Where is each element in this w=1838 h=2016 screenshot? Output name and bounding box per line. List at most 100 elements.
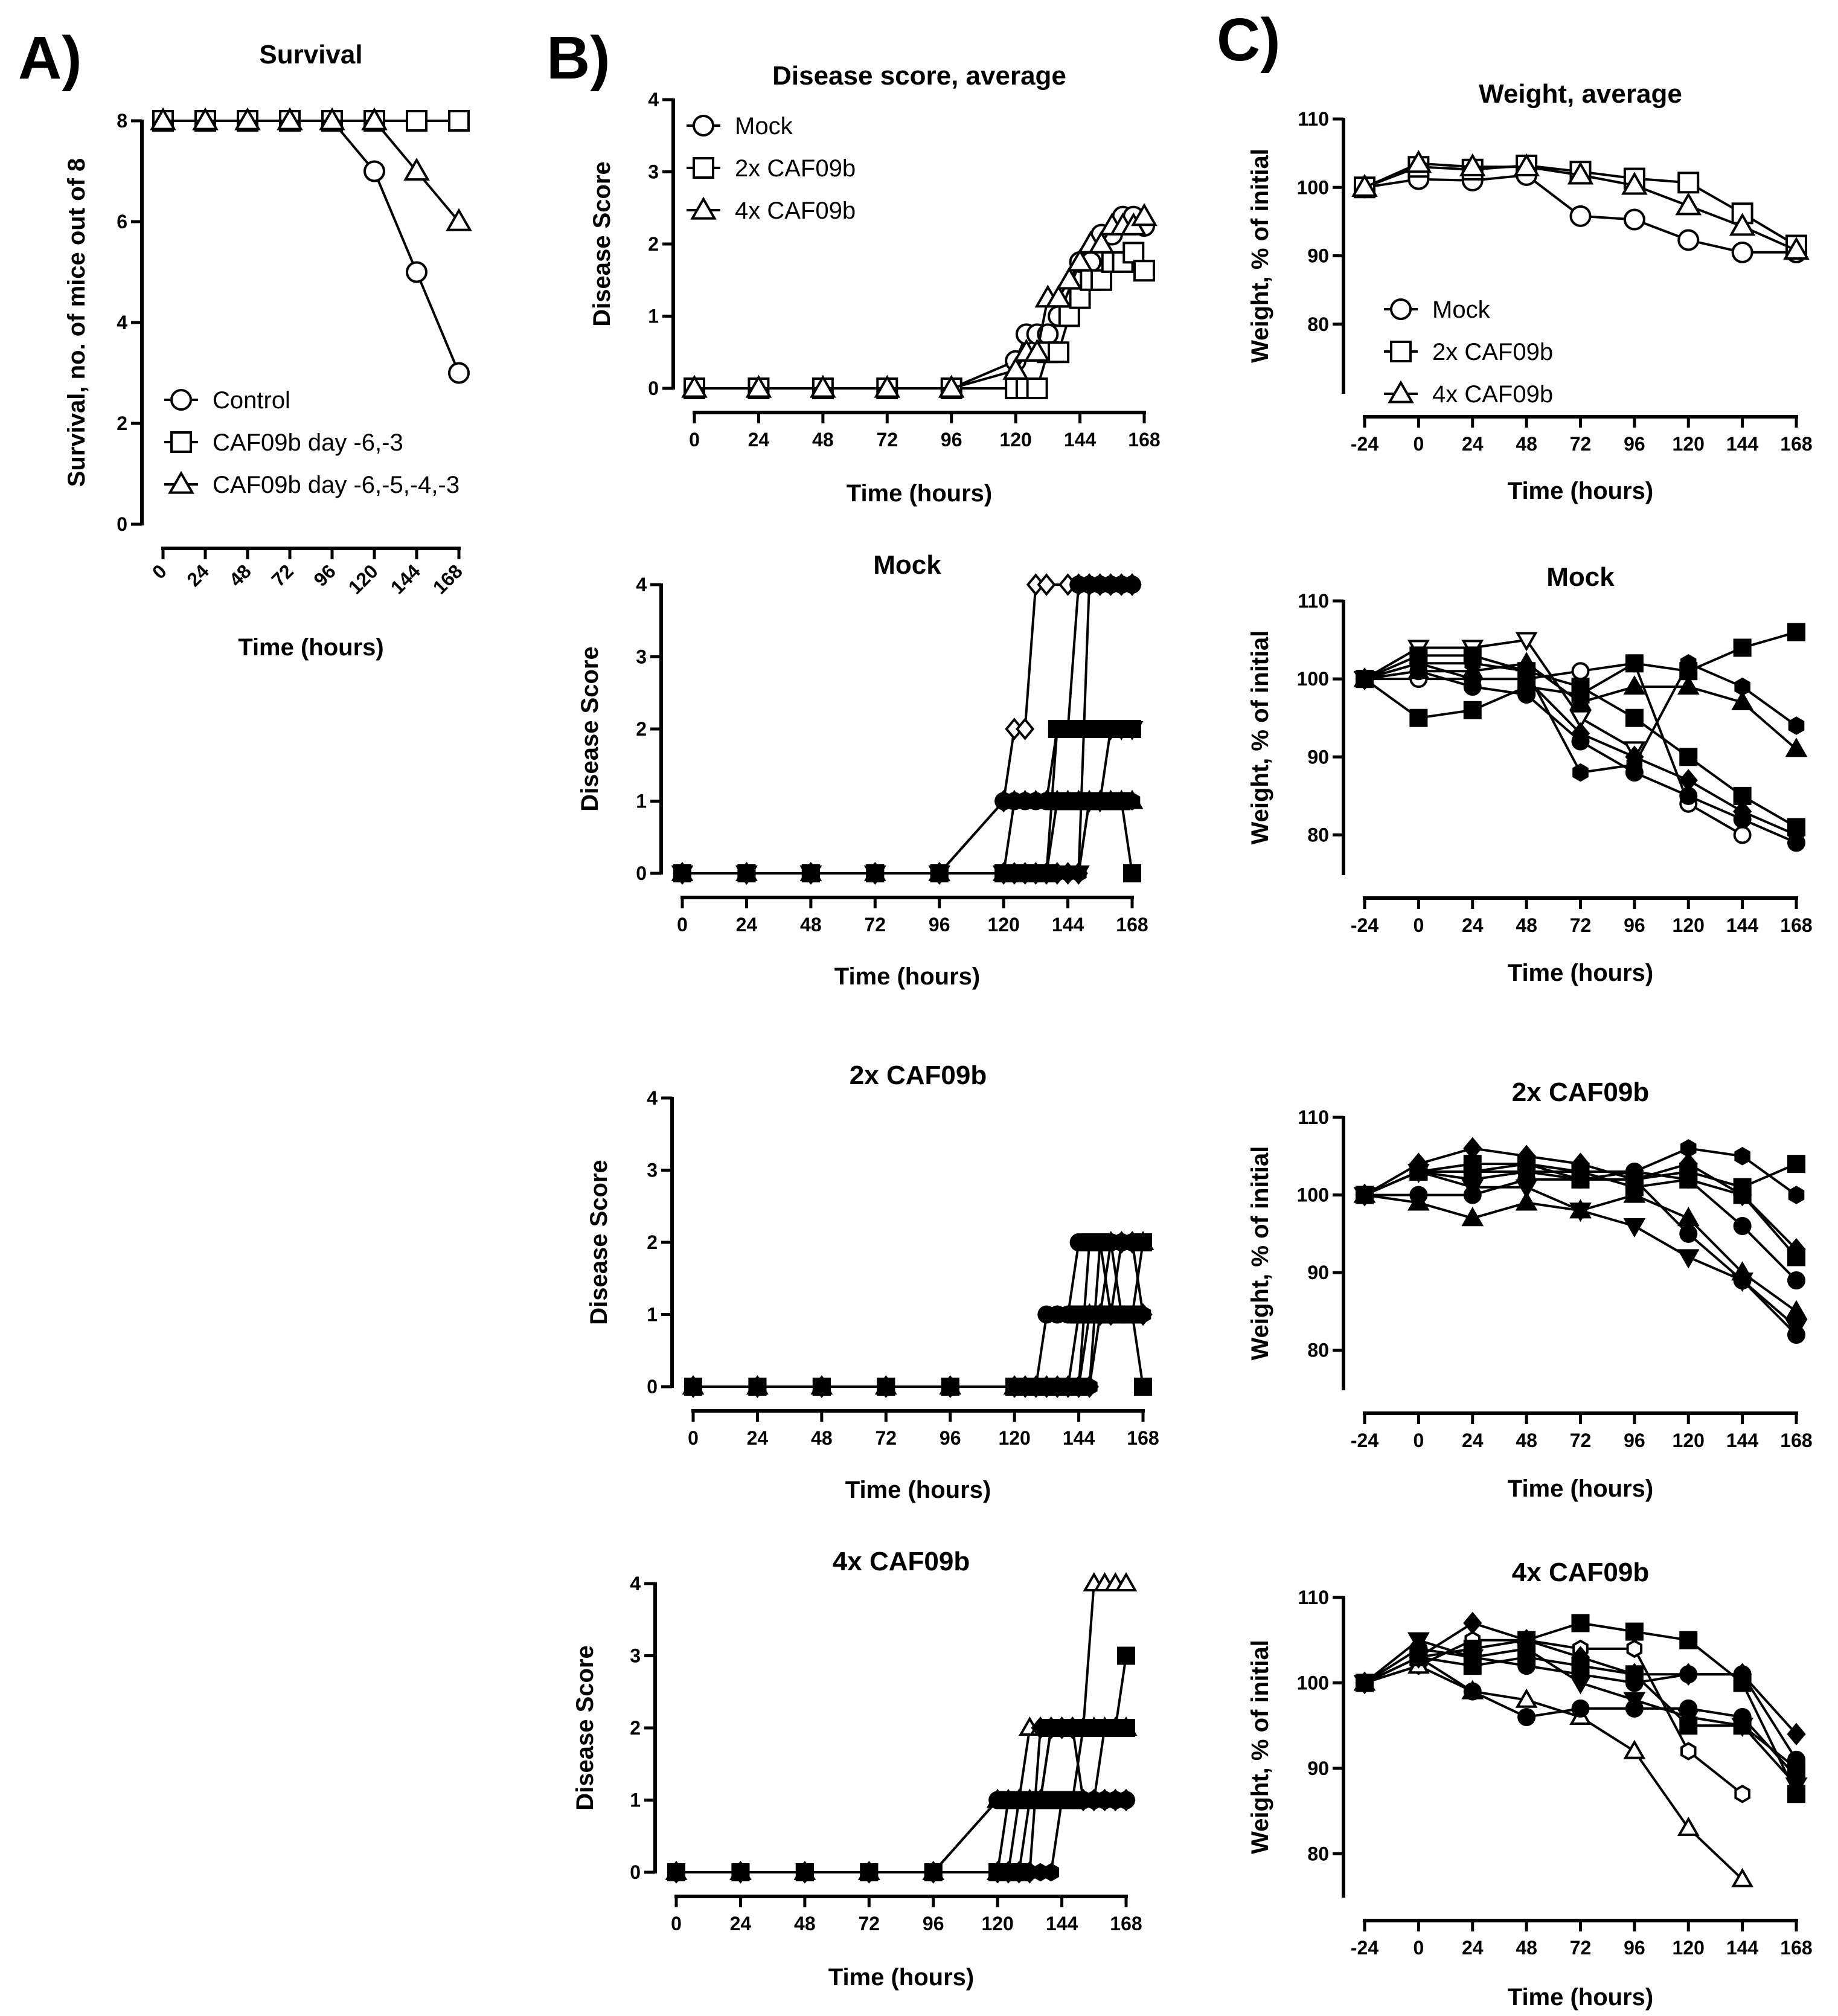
y-tick-label: 2 (647, 1231, 658, 1253)
data-point (1513, 153, 1540, 176)
y-tick-label: 4 (647, 1087, 658, 1109)
data-point (1625, 708, 1644, 727)
data-point (1569, 710, 1592, 730)
y-tick-label: 3 (630, 1645, 641, 1667)
series-3 (150, 107, 472, 231)
series-3 (667, 1646, 1135, 1881)
data-point (1787, 1722, 1806, 1746)
legend-marker (1390, 341, 1412, 362)
data-point (1733, 1186, 1752, 1204)
data-point (1787, 1326, 1805, 1344)
y-tick-label: 110 (1298, 108, 1329, 130)
series-line (682, 800, 1132, 875)
x-tick-label: 144 (1063, 1427, 1095, 1449)
data-point (1623, 208, 1645, 231)
series-line (682, 800, 1133, 875)
data-point (1788, 716, 1805, 735)
data-point (234, 107, 261, 130)
y-tick-label: 2 (630, 1717, 641, 1739)
data-point (1026, 377, 1048, 399)
y-axis-label: Disease Score (586, 1160, 612, 1325)
data-point (1048, 341, 1070, 364)
y-tick-label: 110 (1298, 1106, 1329, 1128)
data-point (1677, 229, 1700, 251)
data-point (1134, 1378, 1152, 1396)
chart-c2: Mock 80 90 100 110 -24 0 24 48 72 96 120 144 168 Time … (1247, 562, 1813, 986)
data-point (1785, 1300, 1808, 1320)
x-tick-label: 0 (1413, 1430, 1424, 1451)
data-point (861, 1863, 877, 1882)
x-axis-label: Time (hours) (1508, 1984, 1654, 2011)
data-point (1734, 1784, 1750, 1803)
data-point (1081, 1377, 1098, 1396)
data-point (813, 1377, 830, 1396)
data-point (150, 107, 176, 130)
data-point (867, 864, 883, 883)
data-point (1116, 1788, 1136, 1812)
x-tick-label: 0 (1413, 914, 1424, 936)
y-axis-label: Disease Score (589, 161, 615, 327)
x-tick-label: 144 (1726, 433, 1759, 455)
data-point (446, 208, 472, 231)
legend-marker (1390, 298, 1412, 320)
x-tick-label: 168 (1116, 914, 1148, 936)
y-tick-label: 6 (117, 211, 127, 233)
data-point (1517, 667, 1536, 690)
y-tick-label: 1 (647, 1304, 658, 1326)
data-point (1625, 1622, 1644, 1641)
data-point (1463, 1170, 1482, 1189)
data-point (1023, 338, 1051, 362)
x-tick-label: 120 (1673, 1937, 1705, 1959)
data-point (1623, 1218, 1646, 1238)
x-tick-label: 48 (1516, 1430, 1537, 1451)
x-axis-label: Time (hours) (828, 1964, 975, 1991)
data-point (796, 1863, 813, 1882)
data-point (1407, 1191, 1430, 1211)
x-tick-label: 0 (677, 914, 688, 936)
data-point (1679, 1224, 1698, 1243)
data-point (448, 110, 470, 132)
data-point (1679, 1631, 1698, 1649)
y-tick-label: 2 (117, 413, 127, 434)
chart-title: Weight, average (1479, 79, 1682, 109)
series-6 (685, 1233, 1151, 1396)
y-tick-label: 100 (1297, 1184, 1329, 1206)
data-point (1135, 1305, 1151, 1324)
series-line (1364, 1664, 1743, 1881)
data-point (1675, 192, 1702, 216)
data-point (406, 110, 427, 132)
legend-label: 2x CAF09b (735, 155, 856, 182)
data-point (674, 864, 691, 883)
legend-label: CAF09b day -6,-5,-4,-3 (213, 472, 460, 498)
data-point (1407, 1632, 1430, 1652)
chart-title: Mock (873, 550, 941, 580)
data-point (1567, 161, 1594, 185)
series-line (682, 800, 1132, 875)
data-point (1463, 701, 1482, 719)
x-axis-label: Time (hours) (1508, 1475, 1654, 1502)
data-point (1733, 638, 1752, 657)
data-point (1626, 1639, 1643, 1658)
legend-label: Mock (1432, 297, 1491, 323)
data-point (1569, 1675, 1592, 1695)
data-point (942, 1377, 958, 1396)
data-point (1734, 1146, 1750, 1166)
x-tick-label: 24 (1462, 1937, 1484, 1959)
series-7 (668, 1718, 1135, 1882)
x-tick-label: 120 (1673, 1430, 1705, 1451)
chart-title: 2x CAF09b (850, 1061, 987, 1090)
x-tick-label: 120 (1673, 433, 1705, 455)
chart-b1: Disease score, average 0 1 2 3 4 0 24 48 72 96 120 1… (589, 61, 1161, 507)
data-point (1463, 1682, 1482, 1701)
legend: Control CAF09b day -6,-3 CAF09b day -6,-5,… (164, 387, 460, 498)
data-point (1625, 1170, 1644, 1189)
legend-marker (170, 389, 192, 411)
data-point (1123, 864, 1141, 882)
data-point (1677, 675, 1700, 695)
x-tick-label: 72 (1570, 433, 1592, 455)
data-point (1731, 690, 1754, 710)
chart-title: 2x CAF09b (1512, 1077, 1649, 1107)
data-point (1355, 667, 1374, 690)
y-tick-label: 4 (630, 1573, 641, 1594)
